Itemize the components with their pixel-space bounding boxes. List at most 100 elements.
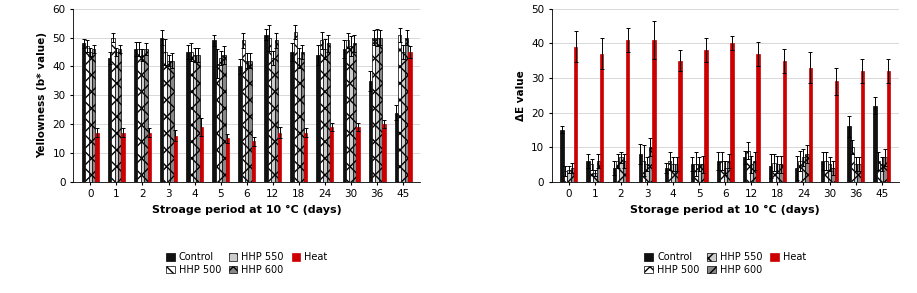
Bar <box>873 105 877 182</box>
X-axis label: Storage period at 10 °C (days): Storage period at 10 °C (days) <box>630 205 820 215</box>
Bar <box>652 40 656 182</box>
Bar <box>753 161 757 182</box>
Bar <box>226 139 229 182</box>
Bar <box>704 50 708 182</box>
Bar <box>108 58 111 182</box>
Bar <box>613 168 616 182</box>
Bar <box>665 168 668 182</box>
Bar <box>854 164 857 182</box>
Bar <box>167 61 171 182</box>
Bar <box>619 157 623 182</box>
Bar <box>616 161 619 182</box>
Bar <box>144 49 148 182</box>
Bar <box>668 161 671 182</box>
Bar <box>769 166 772 182</box>
Bar <box>121 133 125 182</box>
Bar <box>883 157 887 182</box>
Bar <box>805 154 809 182</box>
Bar <box>148 133 151 182</box>
Bar <box>691 164 694 182</box>
Bar <box>795 168 799 182</box>
Bar <box>560 130 564 182</box>
Bar <box>274 40 278 182</box>
Bar <box>746 151 750 182</box>
Bar <box>834 81 838 182</box>
Bar <box>297 58 301 182</box>
Bar <box>880 164 883 182</box>
Bar <box>587 161 590 182</box>
Bar <box>160 38 163 182</box>
Bar <box>877 161 880 182</box>
Bar <box>372 38 375 182</box>
Bar <box>301 52 304 182</box>
Bar <box>720 161 724 182</box>
Bar <box>118 49 121 182</box>
Bar <box>375 38 379 182</box>
Bar <box>138 49 140 182</box>
Bar <box>212 40 215 182</box>
Bar <box>320 40 324 182</box>
Bar <box>824 161 828 182</box>
Bar <box>200 127 203 182</box>
Bar <box>222 55 226 182</box>
Bar <box>851 147 854 182</box>
Bar <box>369 81 372 182</box>
Legend: Control, HHP 500, HHP 550, HHP 600, Heat: Control, HHP 500, HHP 550, HHP 600, Heat <box>166 252 327 275</box>
Bar <box>750 164 753 182</box>
Bar <box>242 40 245 182</box>
Bar <box>163 52 167 182</box>
Bar <box>717 161 720 182</box>
Bar <box>574 47 578 182</box>
Bar <box>324 49 326 182</box>
Bar <box>171 61 173 182</box>
Y-axis label: Yellowness (b* value): Yellowness (b* value) <box>37 32 47 158</box>
Bar <box>343 49 346 182</box>
Bar <box>293 32 297 182</box>
Bar <box>675 164 679 182</box>
Bar <box>238 67 242 182</box>
Bar <box>776 164 779 182</box>
Bar <box>567 170 570 182</box>
Bar <box>402 52 405 182</box>
Bar <box>82 43 85 182</box>
Bar <box>186 52 190 182</box>
Bar <box>857 164 861 182</box>
Bar <box>832 168 834 182</box>
Bar <box>264 35 268 182</box>
Bar <box>638 154 642 182</box>
Bar <box>85 46 89 182</box>
Bar <box>405 38 408 182</box>
Bar <box>394 113 398 182</box>
Bar <box>828 164 832 182</box>
Bar <box>730 43 734 182</box>
Bar <box>304 133 307 182</box>
Bar <box>95 133 99 182</box>
Bar <box>115 52 118 182</box>
Bar <box>623 161 626 182</box>
Bar <box>757 54 760 182</box>
Bar <box>252 141 255 182</box>
Bar <box>593 173 597 182</box>
Bar <box>353 43 356 182</box>
Bar <box>782 61 786 182</box>
Y-axis label: ΔE value: ΔE value <box>515 70 525 121</box>
Bar <box>724 168 727 182</box>
Bar <box>847 126 851 182</box>
Bar <box>190 52 193 182</box>
Bar <box>271 58 274 182</box>
Bar <box>799 161 801 182</box>
Bar <box>861 71 864 182</box>
Bar <box>89 52 92 182</box>
Bar <box>646 164 648 182</box>
Bar <box>398 35 402 182</box>
Bar <box>671 164 675 182</box>
Bar <box>249 61 252 182</box>
Bar <box>727 161 730 182</box>
Legend: Control, HHP 500, HHP 550, HHP 600, Heat: Control, HHP 500, HHP 550, HHP 600, Heat <box>645 252 806 275</box>
Bar <box>111 38 115 182</box>
Bar <box>679 61 681 182</box>
Bar <box>278 133 282 182</box>
Bar <box>330 127 334 182</box>
Bar <box>382 124 385 182</box>
Bar <box>698 164 701 182</box>
